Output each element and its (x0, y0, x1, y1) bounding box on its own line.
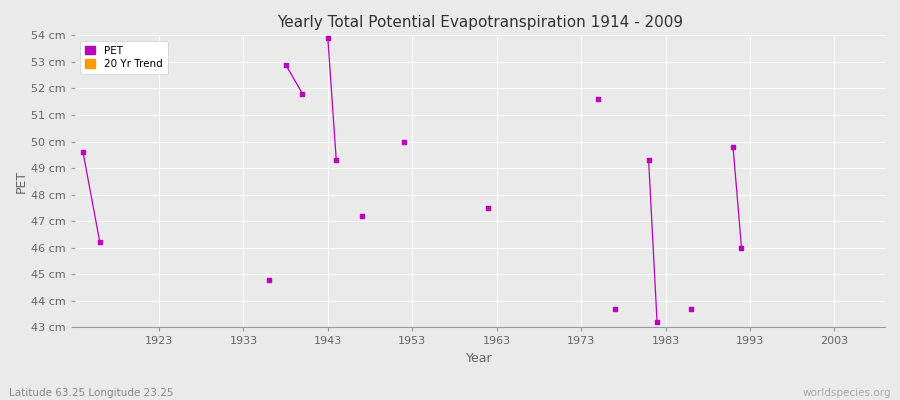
Point (76, 149, 90, 155)
Point (608, 306, 622, 312)
Text: worldspecies.org: worldspecies.org (803, 388, 891, 398)
Title: Yearly Total Potential Evapotranspiration 1914 - 2009: Yearly Total Potential Evapotranspiratio… (276, 15, 683, 30)
Point (684, 306, 698, 312)
Y-axis label: PET: PET (15, 170, 28, 193)
Legend: PET, 20 Yr Trend: PET, 20 Yr Trend (80, 40, 167, 74)
Point (355, 213, 369, 219)
Point (93, 239, 107, 246)
Point (725, 144, 740, 150)
Point (397, 138, 411, 145)
X-axis label: Year: Year (466, 352, 493, 365)
Point (650, 319, 664, 325)
Point (590, 96, 605, 102)
Point (278, 61, 293, 68)
Text: Latitude 63.25 Longitude 23.25: Latitude 63.25 Longitude 23.25 (9, 388, 174, 398)
Point (329, 157, 344, 163)
Point (295, 90, 310, 97)
Point (481, 205, 495, 211)
Point (734, 244, 749, 251)
Point (262, 276, 276, 283)
Point (642, 157, 656, 163)
Point (320, 35, 335, 41)
